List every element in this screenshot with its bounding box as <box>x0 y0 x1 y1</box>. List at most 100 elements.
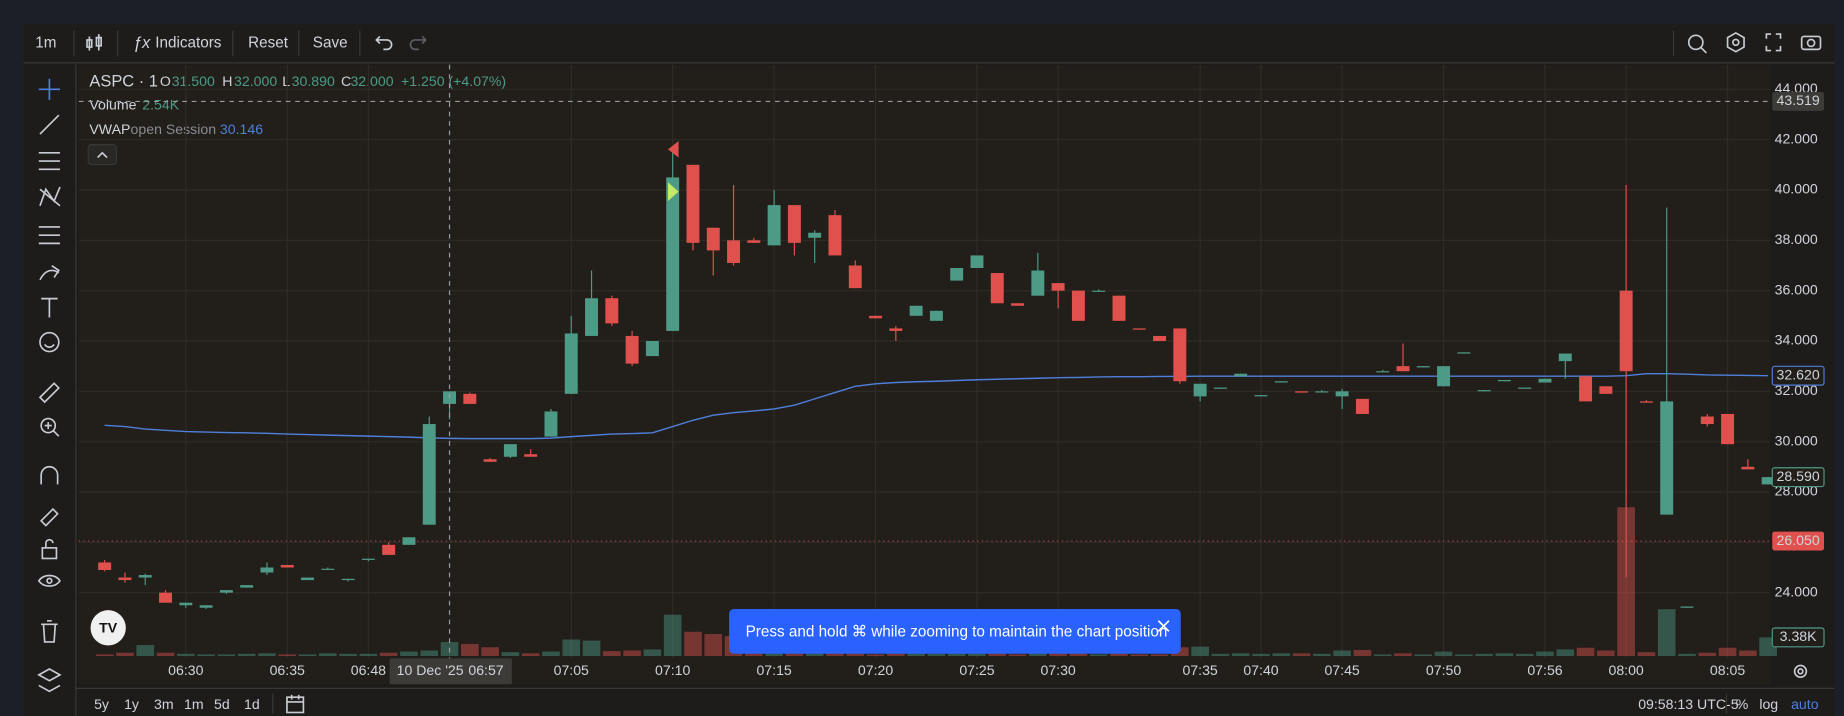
candle-body <box>1639 401 1653 403</box>
candle-body <box>1558 353 1572 362</box>
range-button[interactable]: 3m <box>154 696 174 712</box>
volume-bar <box>1536 651 1554 657</box>
last-price-label-box <box>1771 467 1825 488</box>
range-button[interactable]: 5y <box>94 696 110 712</box>
fx-icon[interactable]: ƒx <box>133 34 151 52</box>
volume-bar <box>988 652 1007 657</box>
candle-body <box>1721 413 1735 445</box>
candle-body <box>929 310 943 321</box>
legend-volume-name: Volume <box>89 97 136 113</box>
candle-body <box>564 333 578 394</box>
candle-body <box>1680 606 1694 608</box>
candle-body <box>361 558 375 560</box>
candle-body <box>1660 401 1674 515</box>
chart-type-icon[interactable] <box>86 34 102 51</box>
reset-button[interactable]: Reset <box>248 35 289 52</box>
logo <box>90 610 126 646</box>
volume-bar <box>887 653 905 657</box>
volume-bar <box>582 640 601 657</box>
toast <box>729 609 1181 654</box>
volume-bar <box>542 651 560 657</box>
x-tick-label: 06:48 <box>351 662 386 678</box>
interval-button[interactable]: 1m <box>35 35 56 52</box>
indicators-button[interactable]: Indicators <box>155 35 222 52</box>
log-toggle[interactable]: log <box>1759 696 1778 712</box>
volume-bar <box>603 651 621 657</box>
candle-body <box>848 265 862 289</box>
volume-bar <box>217 654 236 657</box>
candle-body <box>463 393 477 404</box>
redo-button[interactable] <box>409 35 427 51</box>
candle-body <box>138 575 152 578</box>
save-button[interactable]: Save <box>313 35 348 52</box>
candle-body <box>240 585 254 588</box>
candle-body <box>199 605 213 608</box>
legend-close-key: C <box>341 73 351 89</box>
settings-icon[interactable] <box>1726 31 1745 53</box>
candle-body <box>767 205 781 246</box>
volume-bar <box>379 652 398 657</box>
candle-body <box>98 562 112 571</box>
fullscreen-icon[interactable] <box>1765 33 1782 52</box>
legend-close: 32.000 <box>350 73 393 89</box>
candle-body <box>1396 366 1410 372</box>
x-tick-label: 06:35 <box>270 662 305 678</box>
volume-bar <box>1657 609 1676 657</box>
collapse-legend[interactable] <box>87 144 118 166</box>
candle-body <box>159 592 172 603</box>
volume-bar <box>1394 653 1412 657</box>
screenshot-icon[interactable] <box>1800 35 1822 51</box>
candle-body <box>1213 387 1227 389</box>
candle-body <box>1457 352 1471 354</box>
candle-body <box>1193 383 1207 397</box>
range-button[interactable]: 1d <box>244 696 260 712</box>
candle-body <box>625 335 639 364</box>
range-button[interactable]: 5d <box>214 696 230 712</box>
volume-bar <box>501 652 520 657</box>
undo-button[interactable] <box>375 35 393 51</box>
candle-body <box>1315 391 1329 393</box>
last-volume-label: 3.38K <box>1780 628 1817 644</box>
candle-body <box>1112 295 1126 321</box>
range-button[interactable]: 1m <box>184 696 204 712</box>
drawing-tools[interactable] <box>37 78 62 693</box>
candle-body <box>402 537 416 545</box>
x-tick-label: 07:20 <box>858 662 893 678</box>
auto-toggle[interactable]: auto <box>1791 696 1819 712</box>
vwap-line <box>104 372 1769 440</box>
volume-bar <box>1252 653 1270 657</box>
buy-marker <box>667 182 679 202</box>
candle-body <box>970 255 984 269</box>
volume-bar <box>116 652 134 657</box>
volume-bar <box>95 654 114 657</box>
percent-toggle[interactable]: % <box>1736 696 1749 712</box>
toast-close[interactable] <box>1157 620 1170 632</box>
candle-body <box>666 177 680 331</box>
legend-change: +1.250 (+4.07%) <box>401 73 506 89</box>
candle-body <box>747 240 761 243</box>
y-tick-label: 32.000 <box>1775 382 1818 398</box>
candle-body <box>301 577 314 581</box>
candle-body <box>727 240 741 263</box>
volume-bar <box>278 654 297 657</box>
y-tick-label: 34.000 <box>1775 332 1818 348</box>
goto-date[interactable] <box>286 694 305 714</box>
range-button[interactable]: 1y <box>124 696 140 712</box>
search-icon[interactable] <box>1687 34 1707 54</box>
volume-bar <box>481 647 499 657</box>
candle-body <box>280 564 294 568</box>
x-tick-label: 07:50 <box>1426 662 1461 678</box>
candle-body <box>1051 283 1065 291</box>
x-tick-label: 07:40 <box>1243 662 1278 678</box>
axis-settings[interactable] <box>1793 664 1808 679</box>
candle-body <box>1477 390 1491 392</box>
volume-bar <box>927 653 946 657</box>
candle-body <box>1011 303 1025 306</box>
volume-bar <box>663 614 682 657</box>
candle-body <box>686 164 700 243</box>
candle-body <box>1254 395 1268 397</box>
legend-symbol: ASPC · 1 <box>89 73 158 91</box>
legend-vwap-param: open Session <box>131 121 217 137</box>
volume-bar <box>521 653 540 657</box>
crosshair-price-label: 43.519 <box>1777 92 1820 108</box>
